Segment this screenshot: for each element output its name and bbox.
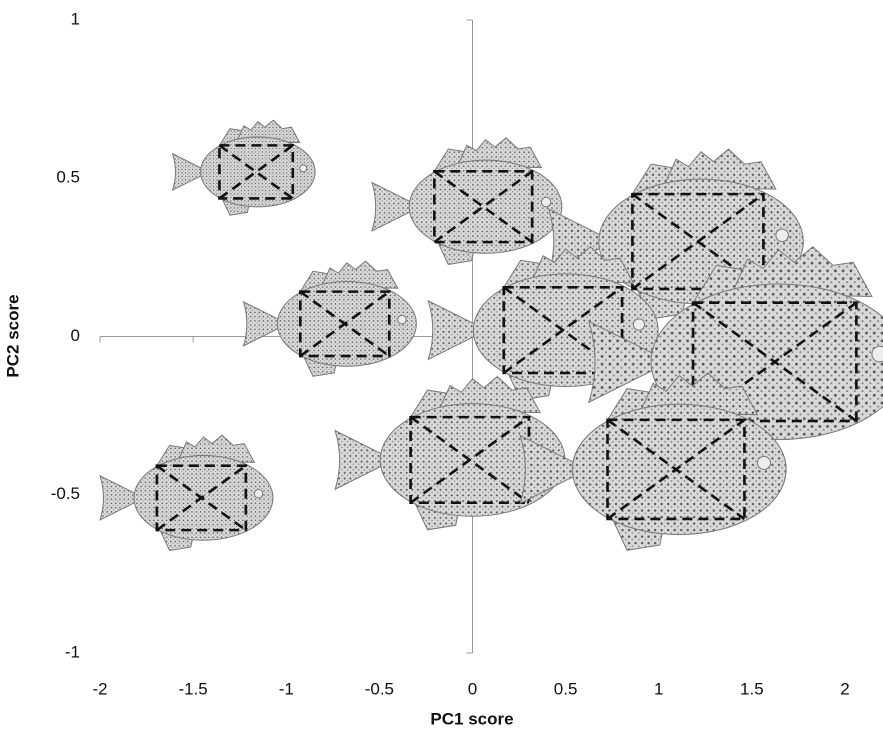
x-tick-label: -2 bbox=[92, 679, 107, 698]
fish-marker bbox=[520, 373, 786, 550]
fish-marker bbox=[372, 138, 562, 265]
fish-marker bbox=[100, 435, 273, 550]
y-tick-label: -1 bbox=[65, 642, 80, 661]
y-tick-label: 1 bbox=[71, 9, 80, 28]
x-tick-label: 1.5 bbox=[740, 679, 764, 698]
fish-body bbox=[409, 160, 562, 253]
x-tick-label: 0 bbox=[468, 679, 477, 698]
fish-body bbox=[572, 404, 786, 534]
fish-marker bbox=[173, 120, 315, 215]
fish-body bbox=[201, 137, 316, 207]
y-tick-label: 0 bbox=[71, 326, 80, 345]
x-tick-label: 2 bbox=[840, 679, 849, 698]
y-tick-label: 0.5 bbox=[56, 168, 80, 187]
x-tick-label: -0.5 bbox=[365, 679, 394, 698]
fish-eye bbox=[541, 197, 550, 206]
fish-eye bbox=[398, 315, 406, 323]
x-axis-title: PC1 score bbox=[430, 709, 513, 728]
y-tick-label: -0.5 bbox=[51, 484, 80, 503]
fish-eye bbox=[254, 489, 262, 497]
chart: PC1 score PC2 score -2 -1.5 -1 -0.5 0 0.5 1 1.5… bbox=[0, 0, 883, 737]
x-tick-label: -1 bbox=[279, 679, 294, 698]
fish-eye bbox=[872, 346, 883, 362]
y-axis-title: PC2 score bbox=[3, 294, 22, 377]
x-tick-label: 1 bbox=[654, 679, 663, 698]
fish-marker bbox=[243, 261, 416, 376]
x-tick-label: 0.5 bbox=[554, 679, 578, 698]
fish-eye bbox=[300, 165, 307, 172]
x-tick-label: -1.5 bbox=[178, 679, 207, 698]
fish-eye bbox=[757, 456, 770, 469]
fish-eye bbox=[776, 229, 788, 241]
fish-eye bbox=[633, 319, 644, 330]
